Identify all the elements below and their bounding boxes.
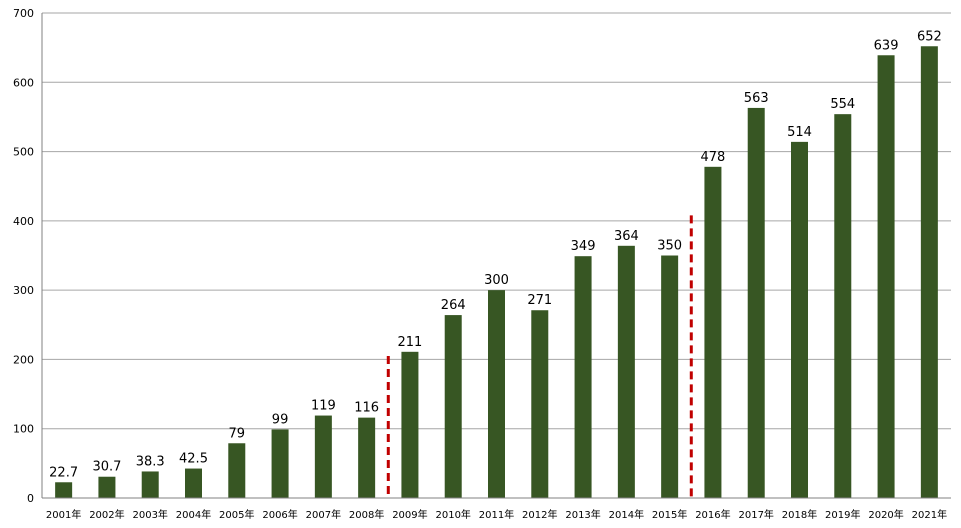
x-tick-label: 2002年 [89, 508, 124, 521]
data-label: 300 [484, 273, 509, 288]
y-tick-label: 100 [13, 423, 34, 436]
bar [747, 107, 765, 499]
bar [704, 166, 722, 499]
bar [617, 245, 635, 498]
bars [55, 46, 938, 499]
data-label: 563 [744, 91, 769, 106]
y-tick-label: 0 [27, 492, 34, 505]
bar [358, 417, 376, 498]
x-tick-label: 2008年 [349, 508, 384, 521]
bar [488, 290, 505, 498]
data-label: 211 [398, 335, 423, 350]
y-tick-label: 200 [13, 353, 34, 366]
y-tick-label: 400 [13, 215, 34, 228]
data-labels: 22.7 30.7 38.3 42.5 79 99 119 116 211 264 300 271 34… [49, 29, 942, 480]
bar [791, 141, 808, 498]
x-tick-label: 2017年 [738, 508, 773, 521]
x-tick-label: 2009年 [392, 508, 427, 521]
data-label: 652 [917, 29, 942, 44]
period-markers [386, 215, 693, 498]
y-tick-label: 700 [13, 7, 34, 20]
x-tick-label: 2013年 [565, 508, 600, 521]
data-label: 478 [701, 150, 726, 165]
data-label: 99 [272, 412, 289, 427]
x-tick-label: 2018年 [782, 508, 817, 521]
y-axis-ticks: 0 100 200 300 400 500 600 700 [13, 7, 34, 505]
bar [185, 468, 202, 498]
x-tick-label: 2001年 [46, 508, 81, 521]
x-tick-label: 2020年 [868, 508, 903, 521]
x-tick-label: 2010年 [435, 508, 470, 521]
x-tick-label: 2006年 [262, 508, 297, 521]
data-label: 349 [571, 239, 596, 254]
x-tick-label: 2016年 [695, 508, 730, 521]
bar [141, 471, 159, 498]
data-label: 514 [787, 125, 812, 140]
bar [98, 476, 116, 498]
x-tick-label: 2019年 [825, 508, 860, 521]
data-label: 79 [229, 426, 246, 441]
x-tick-label: 2014年 [609, 508, 644, 521]
data-label: 639 [874, 38, 899, 53]
bar [55, 482, 73, 498]
data-label: 116 [354, 401, 379, 416]
x-tick-label: 2003年 [132, 508, 167, 521]
bar [877, 55, 895, 499]
data-label: 42.5 [179, 452, 208, 467]
x-tick-label: 2007年 [306, 508, 341, 521]
data-label: 22.7 [49, 465, 78, 480]
x-tick-label: 2012年 [522, 508, 557, 521]
data-label: 364 [614, 229, 639, 244]
bar [574, 256, 592, 498]
bar [314, 415, 332, 498]
data-label: 350 [657, 239, 682, 254]
bar [661, 255, 679, 498]
x-tick-label: 2004年 [176, 508, 211, 521]
x-axis-labels: 2001年 2002年 2003年 2004年 2005年 2006年 2007年 2008年… [46, 508, 947, 521]
x-tick-label: 2021年 [912, 508, 947, 521]
bar [444, 315, 462, 498]
data-label: 119 [311, 399, 336, 414]
bar [228, 443, 246, 498]
data-label: 271 [527, 293, 552, 308]
bar [401, 351, 419, 498]
y-tick-label: 600 [13, 76, 34, 89]
data-label: 38.3 [136, 454, 165, 469]
bar [834, 114, 852, 499]
y-tick-label: 300 [13, 284, 34, 297]
bar [271, 429, 289, 498]
bar [920, 46, 938, 498]
x-tick-label: 2015年 [652, 508, 687, 521]
x-tick-label: 2005年 [219, 508, 254, 521]
data-label: 264 [441, 298, 466, 313]
data-label: 30.7 [92, 460, 121, 475]
x-tick-label: 2011年 [479, 508, 514, 521]
bar [531, 310, 549, 498]
data-label: 554 [830, 97, 855, 112]
y-tick-label: 500 [13, 146, 34, 159]
